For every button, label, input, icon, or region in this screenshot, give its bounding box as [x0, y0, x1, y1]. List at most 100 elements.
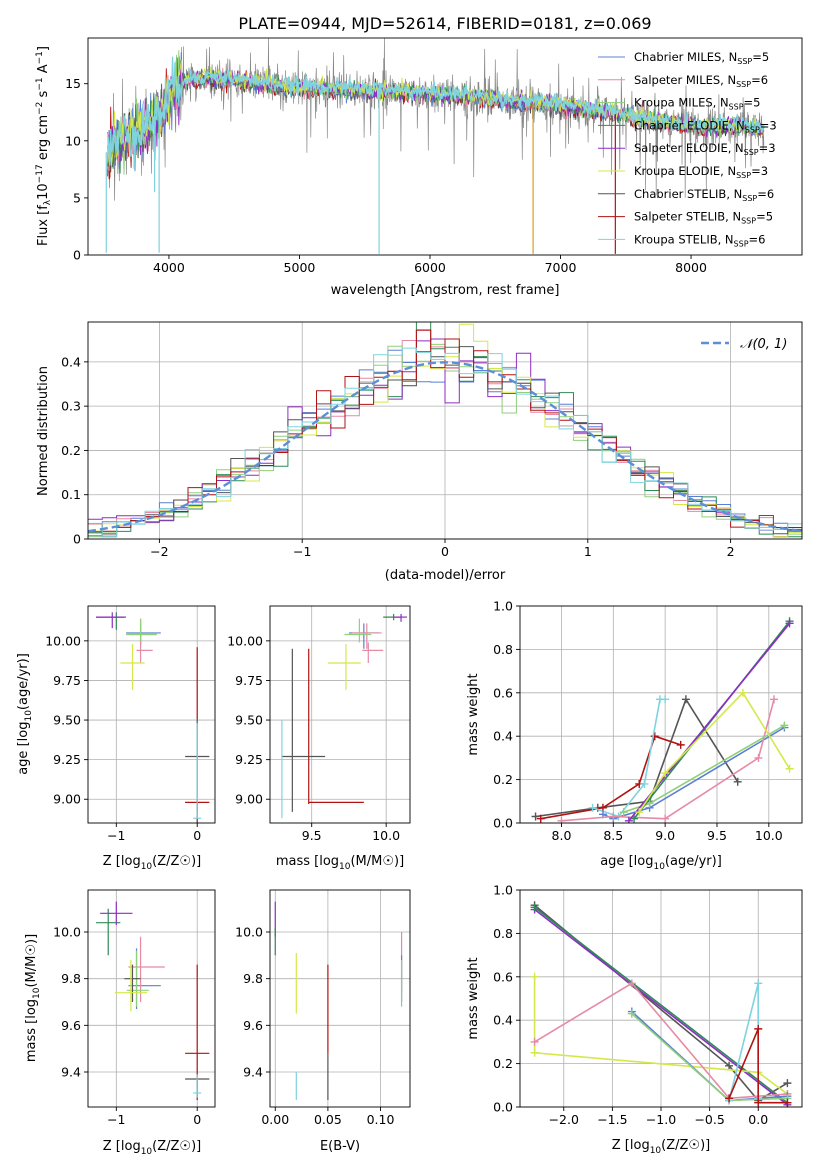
- weight-marker: [676, 740, 685, 749]
- legend-sub: SSP: [744, 148, 759, 157]
- x-tick-label: 0: [193, 828, 201, 843]
- weight-z-xlabel-sub: 10: [650, 1146, 662, 1156]
- y-tick-label: 9.75: [235, 673, 263, 688]
- legend-label: Chabrier STELIB, NSSP=6: [634, 187, 774, 203]
- errorbar-point: [328, 644, 361, 690]
- y-tick-label: 0.4: [61, 354, 81, 369]
- x-tick-label: 0.05: [314, 1112, 342, 1127]
- age-mass-xlabel: mass [log10(M/M☉)]: [276, 854, 404, 872]
- weight-marker: [536, 814, 545, 823]
- y-tick-label: 9.00: [53, 792, 81, 807]
- legend-tail: =5: [752, 50, 769, 64]
- y-tick-label: 0.4: [493, 729, 513, 744]
- age-mass-xlabel-main: mass [log: [276, 854, 339, 869]
- weight-marker: [530, 972, 539, 981]
- plot-area-spectrum: [105, 38, 765, 254]
- errorbar-point: [96, 612, 127, 630]
- age-mass-xlabel-tail: (M/M☉)]: [350, 854, 404, 869]
- legend-tail: =5: [756, 210, 773, 224]
- weight-series-chabrier-miles: [598, 723, 789, 823]
- legend-main: Kroupa STELIB, N: [634, 232, 734, 246]
- weight-z-ylabel: mass weight: [466, 957, 481, 1039]
- axes-mass-vs-Z: −1 0 9.4 9.6 9.8 10.0: [53, 889, 216, 1127]
- legend-sub: SSP: [742, 194, 757, 203]
- legend-label: Chabrier MILES, NSSP=5: [634, 50, 769, 66]
- errorbar-point: [136, 642, 153, 664]
- x-tick-label: 0: [193, 1112, 201, 1127]
- legend-label: Salpeter ELODIE, NSSP=3: [634, 141, 776, 157]
- x-tick-label: −1.0: [646, 1112, 676, 1127]
- axes-age-vs-mass: 9.5 10.0 9.00 9.25 9.50 9.75 10.00: [227, 605, 411, 843]
- weight-age-xlabel-tail: (age/yr)]: [665, 854, 722, 869]
- weight-series-salpeter-stelib: [536, 732, 685, 823]
- axes-spectrum: 4000 5000 6000 7000 8000 0 5 10 15: [65, 37, 803, 275]
- weight-marker: [588, 803, 597, 812]
- frame-spectrum: 4000 5000 6000 7000 8000 0 5 10 15: [65, 37, 803, 275]
- histogram-kroupa-stelib: [88, 347, 802, 538]
- mass-z-xlabel: Z [log10(Z/Z☉)]: [103, 1139, 201, 1157]
- errorbar-point: [114, 960, 148, 1012]
- mass-z-xlabel-sub: 10: [141, 1147, 153, 1157]
- weight-marker: [725, 1061, 734, 1070]
- ylabel-sup: −1: [35, 77, 45, 90]
- weight-marker: [530, 1048, 539, 1057]
- frame-mass-vs-Z: −1 0 9.4 9.6 9.8 10.0: [53, 889, 216, 1127]
- y-tick-label: 0: [73, 532, 81, 547]
- legend-sub: SSP: [736, 171, 751, 180]
- plot-area-weight-vs-age: [531, 617, 794, 823]
- legend-tail: =5: [744, 96, 761, 110]
- errorbar-point: [362, 642, 384, 664]
- axes-frame: [269, 605, 411, 824]
- y-tick-label: 10.00: [45, 633, 81, 648]
- weight-series-kroupa-elodie: [635, 688, 794, 817]
- plot-area-weight-vs-Z: [530, 901, 792, 1107]
- errorbar-point: [393, 613, 408, 622]
- ylabel-part: erg cm: [36, 115, 51, 164]
- x-tick-label: 9.0: [655, 828, 675, 843]
- x-tick-label: 0: [441, 544, 449, 559]
- y-tick-label: 0.3: [61, 399, 81, 414]
- x-tick-label: 6000: [414, 260, 446, 275]
- frame-mass-vs-EBV: 0.00 0.05 0.10 9.4 9.6 9.8 10.0: [235, 889, 411, 1127]
- y-tick-label: 0.6: [493, 969, 513, 984]
- weight-marker: [661, 814, 670, 823]
- weight-marker: [733, 777, 742, 786]
- y-tick-label: 0.2: [61, 443, 81, 458]
- axes-age-vs-Z: −1 0 9.00 9.25 9.50 9.75 10.00: [45, 605, 216, 843]
- figure-title: PLATE=0944, MJD=52614, FIBERID=0181, z=0…: [238, 14, 651, 33]
- ylabel-part: ]: [36, 46, 51, 51]
- weight-series-salpeter-stelib: [725, 1024, 792, 1107]
- model-spectrum-salpeter-elodie: [107, 64, 765, 162]
- legend-sub: SSP: [729, 103, 744, 112]
- axes-weight-vs-age: 8.0 8.5 9.0 9.5 10.0 0.0 0.2 0.4 0.6 0.8 1.0: [493, 599, 803, 843]
- grid-age-vs-mass: [270, 606, 410, 823]
- y-tick-label: 0.2: [493, 1056, 513, 1071]
- axes-frame: [87, 37, 803, 256]
- mass-z-ylabel-main: mass [log: [24, 999, 39, 1062]
- x-tick-label: 9.5: [707, 828, 727, 843]
- x-tick-label: 5000: [284, 260, 316, 275]
- x-tick-label: 10.0: [372, 828, 400, 843]
- axes-frame: [87, 889, 216, 1108]
- age-z-ylabel-tail: (age/yr)]: [16, 653, 31, 710]
- grid-weight-vs-Z: [520, 889, 802, 1108]
- mass-ebv-xlabel: E(B-V): [320, 1139, 360, 1154]
- weight-marker: [780, 721, 789, 730]
- weight-marker: [635, 808, 644, 817]
- age-mass-xlabel-sub: 10: [339, 862, 351, 872]
- weight-marker: [725, 1094, 734, 1103]
- x-tick-label: 0.0: [748, 1112, 768, 1127]
- y-tick-label: 10.00: [227, 633, 263, 648]
- weight-age-ylabel: mass weight: [466, 673, 481, 755]
- x-tick-label: 1: [584, 544, 592, 559]
- x-tick-label: −2: [150, 544, 168, 559]
- weight-marker: [624, 816, 633, 823]
- legend-main: Chabrier MILES, N: [634, 50, 737, 64]
- y-tick-label: 0.8: [493, 642, 513, 657]
- weight-series-kroupa-stelib: [588, 695, 670, 821]
- axes-mass-vs-EBV: 0.00 0.05 0.10 9.4 9.6 9.8 10.0: [235, 889, 411, 1127]
- x-tick-label: −1: [107, 828, 125, 843]
- weight-marker: [738, 688, 747, 697]
